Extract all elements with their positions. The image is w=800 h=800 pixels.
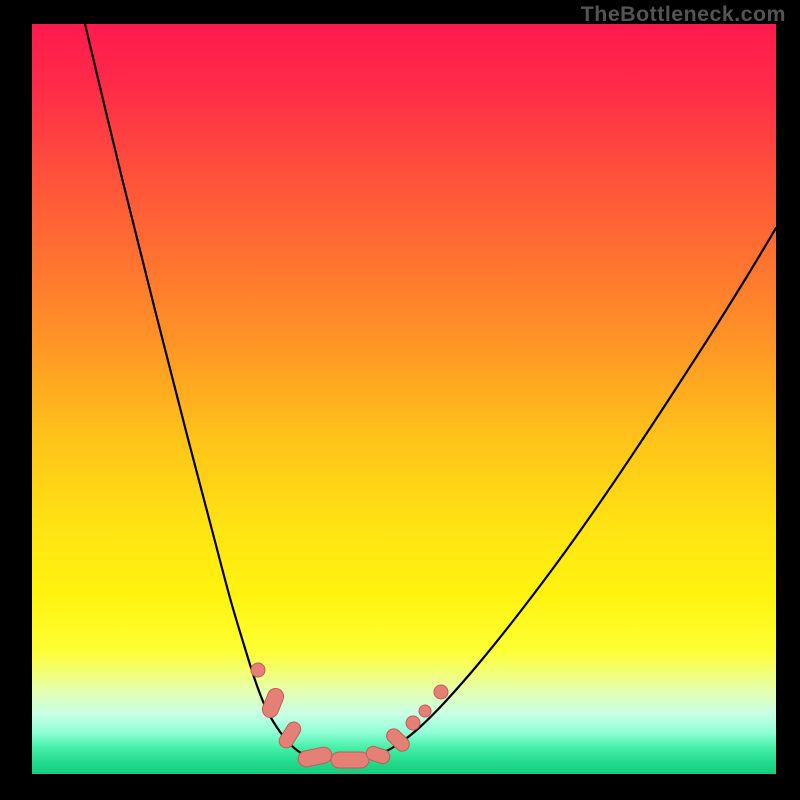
curve-bead <box>251 663 265 677</box>
curve-bead <box>331 752 369 768</box>
curve-bead <box>406 716 420 730</box>
watermark-text: TheBottleneck.com <box>581 2 786 27</box>
curve-bead <box>434 685 448 699</box>
chart-svg <box>0 0 800 800</box>
plot-area <box>32 24 776 774</box>
curve-bead <box>419 705 431 717</box>
chart-canvas: TheBottleneck.com <box>0 0 800 800</box>
